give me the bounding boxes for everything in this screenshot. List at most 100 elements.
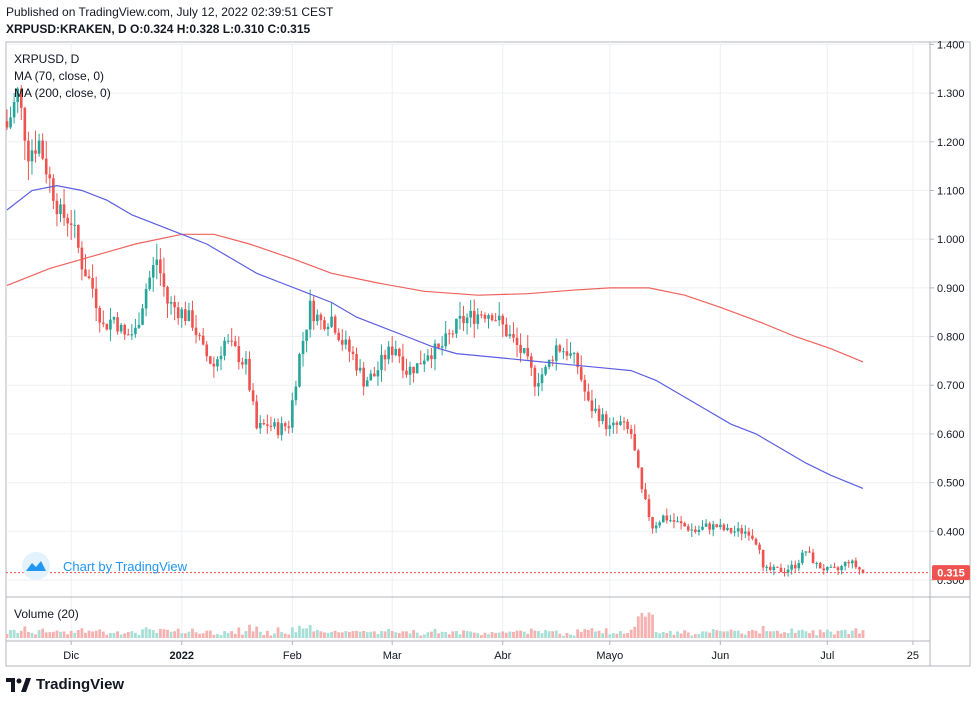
candle-body <box>291 400 294 428</box>
volume-bar <box>251 631 255 638</box>
chart-frame <box>5 41 971 667</box>
candle-body <box>797 563 801 569</box>
candle-body <box>576 353 579 368</box>
price-tick-label: 0.900 <box>937 283 965 295</box>
volume-bar <box>415 632 419 638</box>
volume-bar <box>519 630 522 638</box>
candle-body <box>801 552 804 564</box>
candle-body <box>12 101 16 118</box>
price-tick-label: 0.800 <box>937 332 965 344</box>
candle-body <box>751 535 754 539</box>
volume-bar <box>141 629 144 638</box>
candle-body <box>44 158 48 175</box>
volume-bar <box>433 628 437 638</box>
candle-body <box>533 367 537 387</box>
volume-bar <box>776 630 779 638</box>
volume-bar <box>59 631 62 638</box>
volume-bar <box>283 633 287 638</box>
volume-bar <box>137 634 141 638</box>
volume-bar <box>718 631 722 638</box>
close-value: 0.315 <box>280 22 311 36</box>
low-label: L: <box>222 22 235 36</box>
candle-body <box>312 300 316 322</box>
volume-bar <box>540 633 544 638</box>
volume-bar <box>223 631 226 638</box>
open-label: O: <box>130 22 144 36</box>
candle-body <box>776 566 779 568</box>
candle-body <box>836 567 840 571</box>
candle-body <box>333 316 337 333</box>
candle-body <box>665 515 669 521</box>
candle-body <box>451 333 455 335</box>
volume-bar <box>151 630 155 638</box>
candle-body <box>779 567 783 572</box>
volume-bar <box>808 633 811 638</box>
volume-bar <box>55 630 59 638</box>
volume-bar <box>34 634 37 638</box>
candle-body <box>501 315 505 325</box>
candle-body <box>497 315 501 321</box>
volume-bar <box>112 633 116 638</box>
volume-bar <box>294 632 298 638</box>
volume-bar <box>212 634 216 638</box>
volume-bar <box>191 628 194 638</box>
candle-body <box>376 370 380 377</box>
time-tick-label: Mar <box>383 650 402 662</box>
volume-bar <box>647 612 651 638</box>
volume-bar <box>790 628 794 638</box>
volume-bar <box>476 633 480 638</box>
volume-bar <box>269 635 273 638</box>
volume-bar <box>287 634 291 638</box>
candle-body <box>433 343 437 360</box>
volume-bar <box>608 634 612 638</box>
volume-bar <box>629 629 633 638</box>
candle-body <box>440 346 444 348</box>
volume-bar <box>644 616 647 638</box>
volume-bar <box>305 628 308 638</box>
volume-bar <box>323 632 326 638</box>
candle-body <box>444 333 447 347</box>
volume-bar <box>390 631 394 638</box>
candle-body <box>772 566 776 570</box>
candle-body <box>105 323 109 330</box>
volume-bar <box>726 631 729 638</box>
candle-body <box>194 327 198 336</box>
candle-body <box>16 88 19 102</box>
candle-body <box>811 552 815 564</box>
volume-bar <box>772 631 776 638</box>
volume-bar <box>586 629 590 638</box>
candle-body <box>786 569 790 573</box>
candle-body <box>52 178 55 201</box>
candle-body <box>761 549 765 568</box>
volume-bar <box>736 630 740 638</box>
time-tick-label: Jul <box>820 650 834 662</box>
volume-bar <box>622 633 626 638</box>
candle-body <box>387 346 390 360</box>
candle-body <box>37 140 41 154</box>
volume-bar <box>62 631 66 638</box>
candle-body <box>793 564 797 569</box>
volume-bar <box>636 616 640 638</box>
candle-body <box>505 324 508 337</box>
volume-bar <box>326 632 330 638</box>
candle-body <box>651 517 654 529</box>
candle-body <box>126 334 130 336</box>
volume-bar <box>633 626 637 638</box>
candle-body <box>48 174 52 179</box>
volume-bar <box>312 631 316 638</box>
candle-body <box>430 355 433 360</box>
ma70-line <box>6 184 864 489</box>
volume-bar <box>19 630 23 638</box>
volume-bar <box>455 631 458 638</box>
candle-body <box>184 309 187 321</box>
watermark-icon <box>22 552 50 580</box>
volume-bar <box>768 631 772 638</box>
candle-body <box>455 318 458 334</box>
volume-bar <box>847 634 851 638</box>
ma200-line <box>6 233 864 363</box>
candle-body <box>804 551 808 553</box>
volume-legend: Volume (20) <box>14 607 79 621</box>
close-label: C: <box>267 22 281 36</box>
volume-bar <box>544 630 547 638</box>
